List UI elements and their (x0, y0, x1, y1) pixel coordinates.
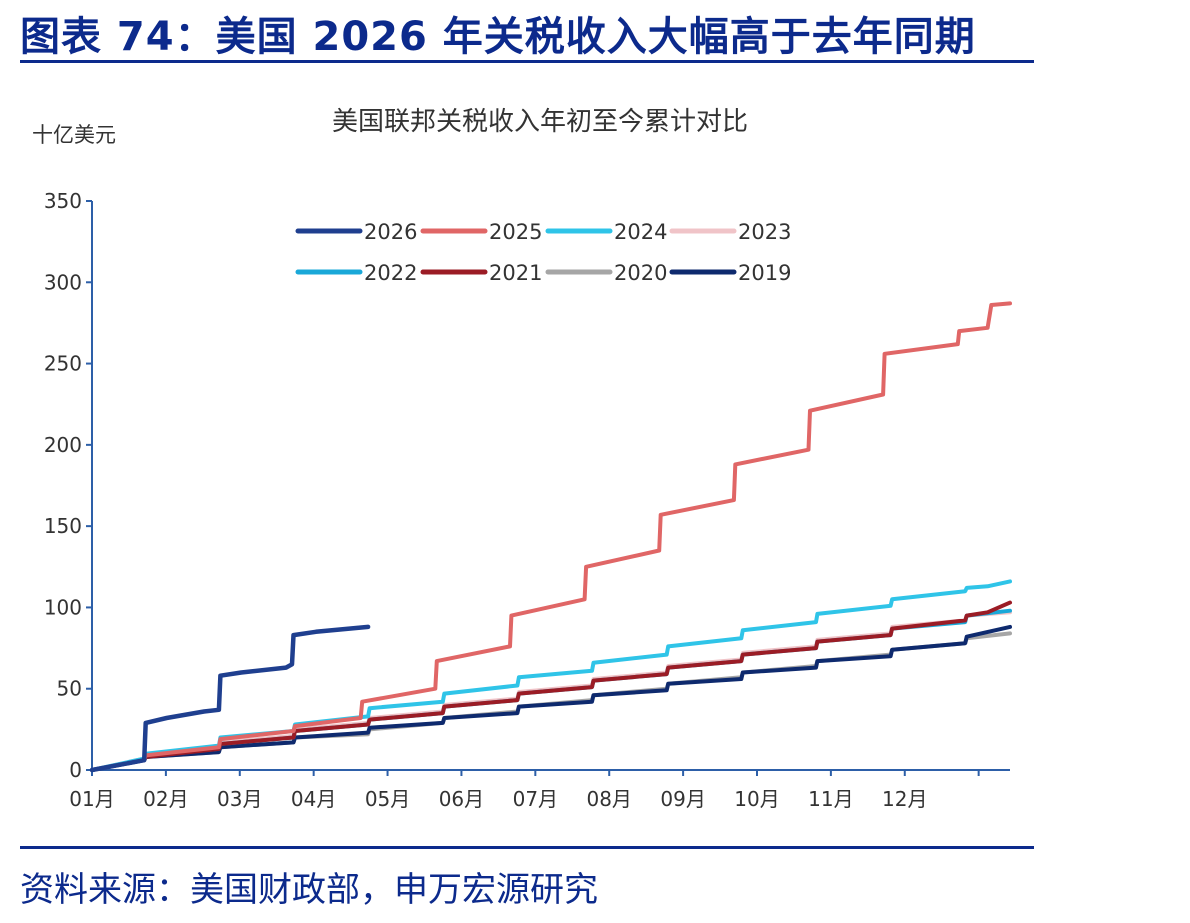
axes: 0 50 100 150 200 250 300 350 01月 02月 03月 04月 05月 06月 0… (44, 189, 1010, 811)
y-tick-label: 50 (57, 677, 82, 701)
legend-label-2026: 2026 (364, 220, 417, 244)
x-tick-label: 04月 (291, 787, 336, 811)
series-line-2020 (90, 631, 1012, 772)
series-line-2019 (90, 624, 1012, 772)
x-tick-label: 02月 (143, 787, 188, 811)
x-tick-label: 03月 (217, 787, 262, 811)
y-tick-label: 350 (44, 189, 82, 213)
y-tick-label: 150 (44, 514, 82, 538)
x-tick-label: 06月 (439, 787, 484, 811)
top-rule (20, 60, 1034, 63)
x-tick-label: 09月 (660, 787, 705, 811)
legend-label-2021: 2021 (489, 261, 542, 285)
bottom-rule (20, 846, 1034, 849)
legend-label-2024: 2024 (614, 220, 667, 244)
y-tick-label: 250 (44, 352, 82, 376)
x-tick-label: 01月 (69, 787, 114, 811)
chart: 美国联邦关税收入年初至今累计对比 十亿美元 0 50 100 150 200 250 300… (32, 107, 1012, 811)
y-tick-label: 100 (44, 595, 82, 619)
y-tick-label: 0 (69, 758, 82, 782)
x-tick-label: 05月 (365, 787, 410, 811)
x-tick-label: 11月 (808, 787, 853, 811)
x-tick-label: 07月 (513, 787, 558, 811)
figure-title: 图表 74：美国 2026 年关税收入大幅高于去年同期 (20, 14, 976, 60)
legend-label-2023: 2023 (738, 220, 791, 244)
plot-series (89, 301, 1012, 773)
legend-label-2020: 2020 (614, 261, 667, 285)
x-tick-label: 10月 (734, 787, 779, 811)
legend: 2026 2025 2024 2023 2022 2021 2020 2019 (295, 220, 791, 285)
series-line-2021 (90, 600, 1012, 772)
y-axis-unit: 十亿美元 (32, 123, 116, 147)
legend-label-2019: 2019 (738, 261, 791, 285)
y-tick-label: 200 (44, 433, 82, 457)
x-tick-label: 08月 (586, 787, 631, 811)
legend-label-2022: 2022 (364, 261, 417, 285)
chart-title: 美国联邦关税收入年初至今累计对比 (332, 107, 748, 137)
series-line-2025 (90, 301, 1012, 772)
series-line-2026 (89, 624, 371, 773)
source-note: 资料来源：美国财政部，申万宏源研究 (20, 870, 598, 910)
x-tick-label: 12月 (882, 787, 927, 811)
legend-label-2025: 2025 (489, 220, 542, 244)
y-tick-label: 300 (44, 270, 82, 294)
